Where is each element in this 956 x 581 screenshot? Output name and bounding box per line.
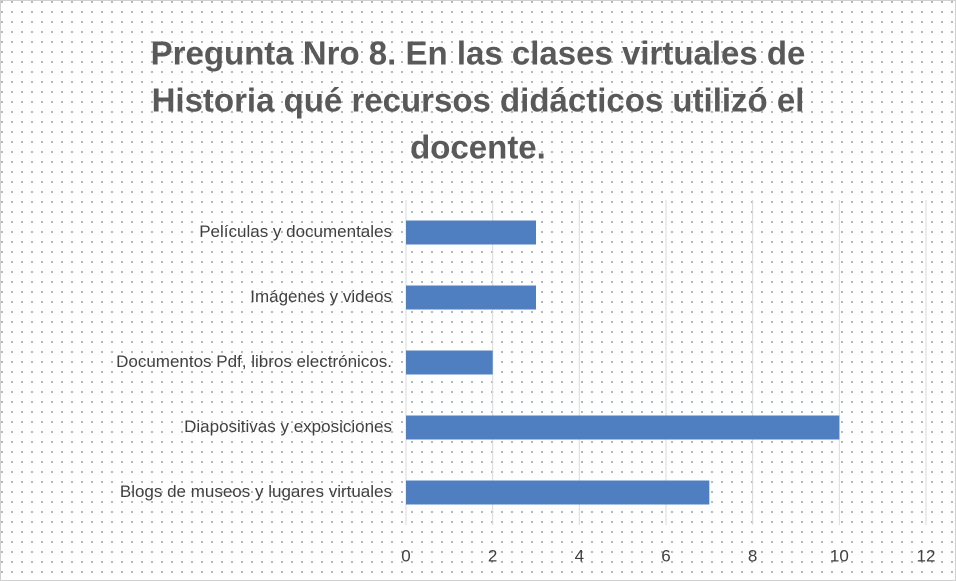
y-tick-label: Blogs de museos y lugares virtuales <box>120 482 392 501</box>
y-tick-label: Documentos Pdf, libros electrónicos. <box>116 352 392 371</box>
chart-title: docente. <box>410 129 546 166</box>
y-tick-label: Diapositivas y exposiciones <box>184 417 392 436</box>
y-tick-label: Películas y documentales <box>199 222 392 241</box>
x-tick-label: 2 <box>488 546 497 565</box>
x-tick-label: 4 <box>575 546 584 565</box>
bar <box>406 220 536 245</box>
x-tick-label: 12 <box>917 546 936 565</box>
chart-title: Pregunta Nro 8. En las clases virtuales … <box>151 35 806 72</box>
bar <box>406 285 536 310</box>
x-tick-label: 8 <box>748 546 757 565</box>
bar <box>406 480 710 505</box>
chart-title: Historia qué recursos didácticos utilizó… <box>152 82 805 119</box>
bar <box>406 350 493 375</box>
x-tick-label: 6 <box>661 546 670 565</box>
y-tick-label: Imágenes y videos <box>250 287 392 306</box>
bar <box>406 415 840 440</box>
x-tick-label: 10 <box>830 546 849 565</box>
x-tick-label: 0 <box>401 546 410 565</box>
